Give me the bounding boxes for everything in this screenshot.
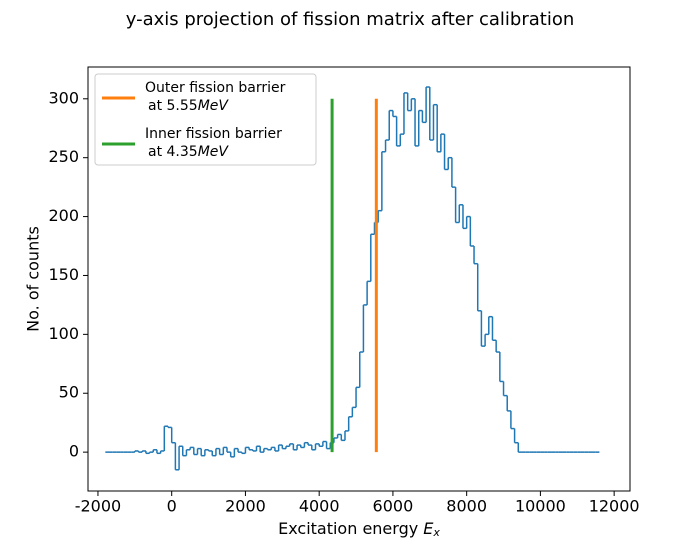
legend-box — [94, 73, 317, 166]
y-tick-label: 150 — [48, 265, 79, 284]
x-tick-label: 4000 — [299, 497, 340, 516]
y-tick-label: 250 — [48, 147, 79, 166]
x-label-symbol: E — [423, 519, 434, 538]
legend-label: at 4.35MeV — [148, 144, 229, 160]
legend-label: Outer fission barrier — [145, 80, 286, 96]
chart-title: y-axis projection of fission matrix afte… — [126, 9, 575, 30]
x-label-text: Excitation energy — [278, 519, 423, 538]
plot-frame — [87, 66, 631, 492]
x-tick-label: 10000 — [515, 497, 566, 516]
legend-label-unit: MeV — [198, 98, 230, 114]
y-tick-label: 300 — [48, 88, 79, 107]
y-tick-label: 100 — [48, 324, 79, 343]
x-tick-label: -2000 — [75, 497, 122, 516]
y-tick-label: 50 — [59, 383, 79, 402]
legend-label-text: at 4.35 — [148, 144, 198, 160]
x-tick-label: 6000 — [373, 497, 414, 516]
x-tick-label: 12000 — [589, 497, 640, 516]
legend-label: at 5.55MeV — [148, 98, 229, 114]
legend-label: Inner fission barrier — [145, 126, 282, 142]
x-tick-label: 2000 — [225, 497, 266, 516]
legend-label-unit: MeV — [198, 144, 230, 160]
x-label-subscript: x — [432, 526, 440, 539]
y-tick-label: 200 — [48, 206, 79, 225]
legend-label-text: at 5.55 — [148, 98, 198, 114]
x-tick-label: 0 — [167, 497, 177, 516]
y-axis-label: No. of counts — [24, 226, 43, 332]
x-axis-label: Excitation energy Ex — [278, 519, 440, 540]
x-tick-label: 8000 — [446, 497, 487, 516]
y-tick-label: 0 — [69, 442, 79, 461]
